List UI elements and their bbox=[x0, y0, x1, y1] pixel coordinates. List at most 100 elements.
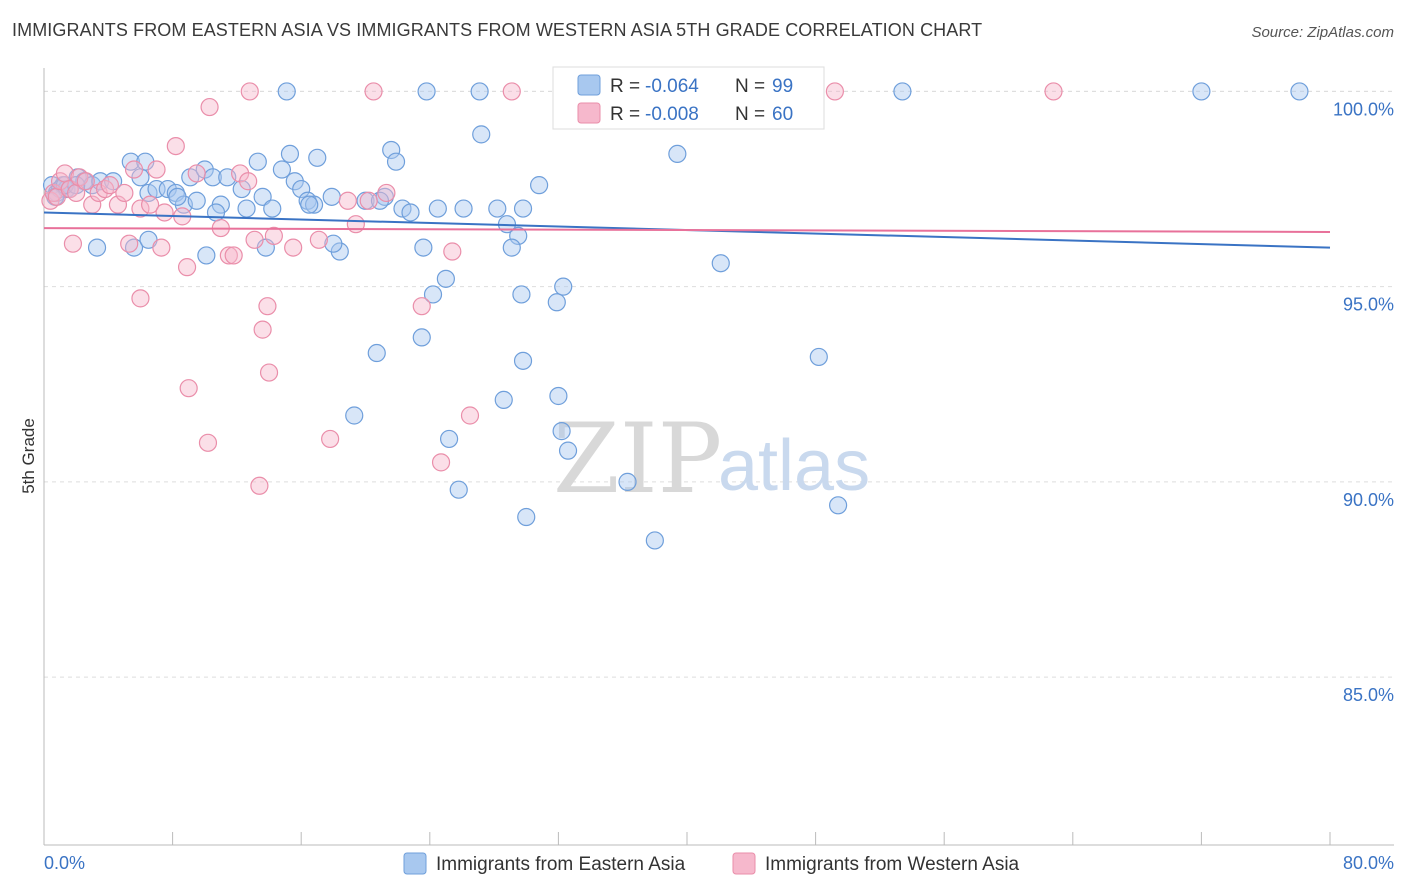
data-point bbox=[829, 496, 848, 515]
bottom-legend: Immigrants from Eastern Asia Immigrants … bbox=[403, 852, 1020, 875]
data-point bbox=[240, 82, 259, 101]
data-point bbox=[258, 297, 277, 316]
data-point bbox=[100, 176, 120, 195]
data-point bbox=[308, 148, 327, 167]
data-point bbox=[449, 480, 468, 499]
watermark: ZIP atlas bbox=[553, 403, 870, 515]
y-axis-title: 5th Grade bbox=[19, 418, 38, 494]
legend-r-label-eastern-asia: R = bbox=[610, 76, 640, 97]
legend-box: R = -0.064 N = 99 R = -0.008 N = 60 bbox=[552, 66, 825, 130]
watermark-atlas: atlas bbox=[718, 426, 870, 506]
data-point bbox=[253, 187, 272, 206]
data-point bbox=[292, 179, 311, 199]
data-point bbox=[423, 285, 443, 304]
data-point bbox=[177, 258, 197, 277]
data-point bbox=[309, 230, 328, 249]
data-point bbox=[259, 363, 279, 382]
chart-title: IMMIGRANTS FROM EASTERN ASIA VS IMMIGRAN… bbox=[12, 20, 983, 40]
y-tick-labels: 85.0% 90.0% 95.0% 100.0% bbox=[1333, 99, 1394, 705]
data-point bbox=[618, 472, 637, 491]
data-point bbox=[277, 82, 296, 101]
data-point bbox=[668, 144, 687, 163]
x-ticks bbox=[43, 832, 1331, 845]
data-point bbox=[502, 238, 521, 257]
data-point bbox=[272, 160, 292, 179]
data-point bbox=[87, 238, 107, 257]
data-point bbox=[338, 191, 357, 210]
data-point bbox=[460, 406, 480, 425]
data-point bbox=[517, 507, 536, 527]
data-point bbox=[166, 136, 185, 156]
legend-n-value-eastern-asia: 99 bbox=[772, 76, 793, 97]
data-point bbox=[711, 254, 730, 273]
data-point bbox=[412, 297, 431, 316]
y-tick-label: 95.0% bbox=[1343, 295, 1394, 315]
data-point bbox=[63, 234, 83, 253]
data-point bbox=[512, 285, 531, 304]
data-point bbox=[300, 195, 319, 214]
data-point bbox=[364, 82, 383, 101]
data-point bbox=[187, 191, 206, 210]
data-point bbox=[147, 160, 166, 179]
data-point bbox=[825, 82, 844, 101]
data-point bbox=[179, 379, 198, 398]
data-point bbox=[108, 195, 128, 214]
data-point bbox=[253, 320, 272, 339]
data-point bbox=[198, 433, 218, 452]
legend-swatch-western-asia bbox=[577, 102, 601, 124]
data-point bbox=[321, 429, 340, 449]
legend-n-label-eastern-asia: N = bbox=[735, 76, 765, 97]
watermark-zip: ZIP bbox=[553, 403, 722, 515]
data-point bbox=[264, 226, 283, 245]
data-point bbox=[263, 199, 282, 218]
bottom-legend-label-western-asia: Immigrants from Western Asia bbox=[765, 854, 1020, 875]
data-point bbox=[412, 328, 431, 347]
data-point bbox=[454, 199, 473, 218]
data-point bbox=[513, 199, 533, 218]
legend-r-value-eastern-asia: -0.064 bbox=[645, 76, 699, 97]
data-point bbox=[237, 199, 256, 218]
legend-r-value-western-asia: -0.008 bbox=[645, 104, 699, 125]
trend-lines bbox=[43, 211, 1331, 249]
data-point bbox=[120, 234, 139, 253]
data-point bbox=[245, 230, 264, 249]
legend-n-label-western-asia: N = bbox=[735, 104, 765, 125]
data-point bbox=[76, 172, 95, 191]
bottom-legend-swatch-eastern-asia bbox=[403, 852, 427, 875]
data-point bbox=[346, 215, 365, 234]
data-point bbox=[472, 125, 491, 144]
data-point bbox=[155, 203, 174, 222]
data-point bbox=[131, 199, 150, 218]
data-point bbox=[558, 441, 578, 460]
data-point bbox=[280, 144, 300, 163]
data-point bbox=[809, 347, 828, 367]
data-point bbox=[382, 140, 401, 160]
data-point bbox=[554, 277, 573, 296]
data-point bbox=[152, 238, 171, 257]
y-tick-label: 85.0% bbox=[1343, 685, 1394, 705]
data-point bbox=[549, 386, 568, 406]
data-point bbox=[470, 82, 489, 101]
data-point bbox=[502, 82, 521, 101]
data-point bbox=[443, 242, 462, 261]
y-tick-label: 100.0% bbox=[1333, 99, 1394, 119]
data-point bbox=[488, 199, 507, 218]
data-point bbox=[224, 246, 243, 265]
data-point bbox=[547, 293, 566, 312]
bottom-legend-label-eastern-asia: Immigrants from Eastern Asia bbox=[436, 854, 686, 875]
data-point bbox=[206, 203, 226, 222]
data-point bbox=[552, 422, 571, 441]
data-point bbox=[248, 152, 267, 171]
data-point bbox=[284, 238, 303, 257]
data-point bbox=[219, 246, 238, 265]
chart-source: Source: ZipAtlas.com bbox=[1251, 24, 1394, 41]
legend-r-label-western-asia: R = bbox=[610, 104, 640, 125]
data-point bbox=[200, 97, 219, 117]
data-point bbox=[324, 234, 343, 253]
data-point bbox=[367, 343, 386, 363]
data-point bbox=[67, 183, 86, 203]
data-point bbox=[436, 269, 455, 288]
data-point bbox=[893, 82, 912, 101]
data-point bbox=[115, 183, 134, 203]
